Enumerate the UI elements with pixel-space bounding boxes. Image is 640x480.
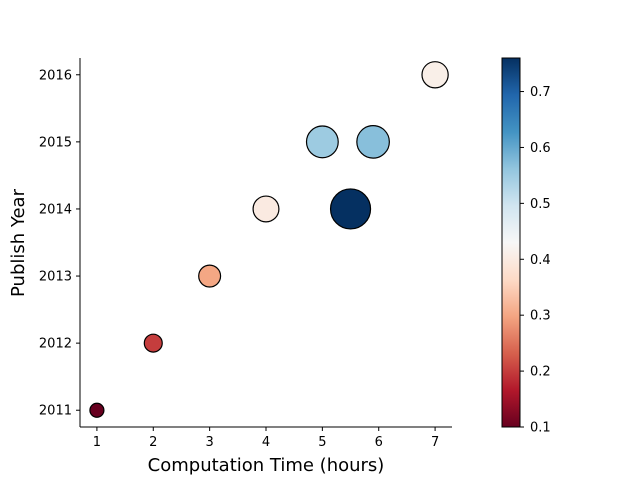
x-tick-label: 5: [318, 435, 326, 450]
y-tick-label: 2012: [39, 337, 72, 352]
data-point: [356, 125, 390, 159]
x-tick-label: 7: [431, 435, 439, 450]
colorbar-tick-label: 0.5: [530, 197, 551, 212]
colorbar-tick-label: 0.4: [530, 253, 551, 268]
colorbar-tick-label: 0.2: [530, 365, 551, 380]
x-axis-ticks: 1 2 3 4 5 6 7: [93, 427, 439, 450]
y-tick-label: 2013: [39, 270, 72, 285]
data-point: [198, 264, 222, 288]
colorbar-tick-label: 0.6: [530, 141, 551, 156]
y-tick-label: 2011: [39, 404, 72, 419]
data-point: [252, 195, 280, 223]
y-axis-ticks: 2011 2012 2013 2014 2015 2016: [39, 68, 80, 419]
colorbar: 0.1 0.2 0.3 0.4 0.5 0.6 0.7: [501, 57, 551, 436]
x-tick-label: 3: [205, 435, 213, 450]
colorbar-tick-label: 0.3: [530, 309, 551, 324]
y-axis-title: Publish Year: [8, 188, 29, 297]
colorbar-tick-label: 0.7: [530, 85, 551, 100]
colorbar-gradient: [501, 57, 521, 428]
y-tick-label: 2016: [39, 68, 72, 83]
data-point: [329, 188, 372, 230]
data-point: [305, 125, 339, 159]
x-tick-label: 2: [149, 435, 157, 450]
x-tick-label: 4: [262, 435, 270, 450]
data-point: [89, 402, 105, 418]
x-axis-title: Computation Time (hours): [148, 455, 385, 476]
colorbar-ticks: 0.1 0.2 0.3 0.4 0.5 0.6 0.7: [520, 85, 551, 436]
plot-area: [89, 61, 449, 418]
y-tick-label: 2015: [39, 135, 72, 150]
data-point: [421, 61, 449, 89]
x-tick-label: 1: [93, 435, 101, 450]
data-point: [143, 333, 163, 353]
colorbar-tick-label: 0.1: [530, 421, 551, 436]
x-tick-label: 6: [375, 435, 383, 450]
y-tick-label: 2014: [39, 202, 72, 217]
